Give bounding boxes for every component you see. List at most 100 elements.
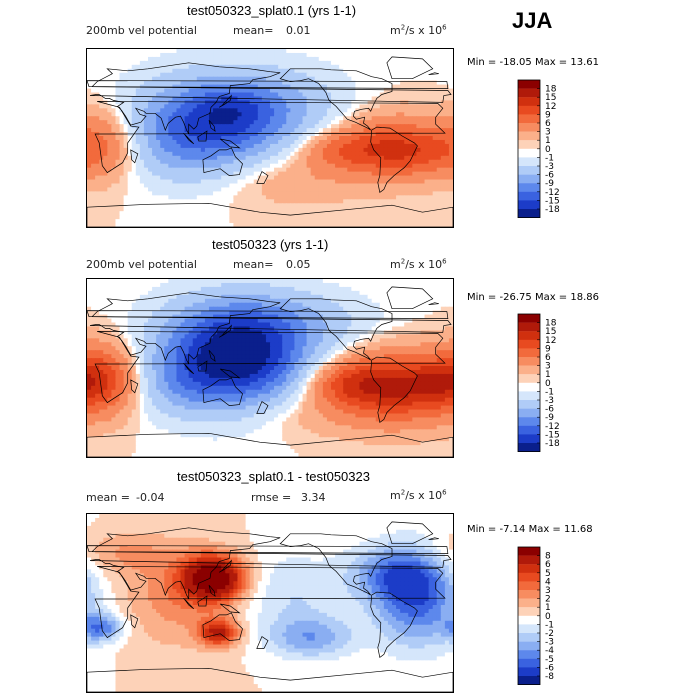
contour-cell xyxy=(432,159,438,165)
contour-cell xyxy=(383,68,389,74)
contour-cell xyxy=(245,159,251,165)
contour-cell xyxy=(270,219,275,224)
contour-cell xyxy=(359,151,365,157)
contour-cell xyxy=(428,88,434,94)
contour-cell xyxy=(265,159,271,165)
contour-cell xyxy=(135,183,141,189)
contour-cell xyxy=(204,120,210,125)
contour-cell xyxy=(111,286,117,292)
contour-cell xyxy=(107,128,112,133)
contour-cell xyxy=(286,120,291,125)
contour-cell xyxy=(367,49,373,54)
contour-cell xyxy=(188,159,194,165)
contour-cell xyxy=(331,167,336,173)
contour-cell xyxy=(412,187,417,192)
contour-cell xyxy=(428,282,434,288)
contour-cell xyxy=(237,187,243,192)
contour-cell xyxy=(436,203,442,208)
contour-cell xyxy=(290,223,295,227)
contour-cell xyxy=(408,80,413,86)
contour-cell xyxy=(444,132,450,137)
contour-cell xyxy=(294,211,300,216)
contour-cell xyxy=(176,155,182,161)
contour-cell xyxy=(367,211,373,216)
contour-cell xyxy=(274,92,279,98)
contour-cell xyxy=(387,175,393,181)
contour-cell xyxy=(331,211,336,216)
contour-cell xyxy=(318,112,324,117)
contour-cell xyxy=(176,187,182,192)
contour-cell xyxy=(404,290,409,296)
contour-cell xyxy=(351,191,356,196)
contour-cell xyxy=(335,191,340,196)
contour-cell xyxy=(143,187,149,192)
contour-cell xyxy=(107,136,112,141)
colorbar-tick-label: 6 xyxy=(545,119,551,129)
contour-cell xyxy=(351,124,356,129)
contour-cell xyxy=(278,179,283,185)
contour-cell xyxy=(396,132,401,137)
contour-cell xyxy=(371,151,377,157)
contour-cell xyxy=(225,298,230,304)
contour-cell xyxy=(148,302,153,308)
contour-cell xyxy=(188,68,194,74)
contour-cell xyxy=(343,104,348,109)
contour-cell xyxy=(286,306,291,312)
contour-cell xyxy=(314,84,320,90)
contour-cell xyxy=(245,179,251,185)
contour-cell xyxy=(156,143,161,149)
contour-cell xyxy=(428,279,434,284)
contour-cell xyxy=(274,179,279,185)
contour-cell xyxy=(107,64,112,70)
contour-cell xyxy=(322,104,328,109)
contour-cell xyxy=(448,294,453,300)
contour-cell xyxy=(253,286,259,292)
contour-cell xyxy=(310,294,316,300)
contour-cell xyxy=(225,314,230,320)
contour-cell xyxy=(331,64,336,70)
contour-cell xyxy=(326,191,332,196)
contour-cell xyxy=(347,96,352,102)
contour-cell xyxy=(143,139,149,145)
contour-cell xyxy=(428,132,434,137)
contour-cell xyxy=(261,76,267,82)
contour-cell xyxy=(115,108,121,113)
contour-cell xyxy=(404,155,409,161)
contour-cell xyxy=(428,49,434,54)
contour-cell xyxy=(87,179,92,185)
contour-cell xyxy=(420,64,426,70)
contour-cell xyxy=(176,306,182,312)
contour-cell xyxy=(107,60,112,66)
contour-cell xyxy=(318,68,324,74)
contour-cell xyxy=(192,64,198,70)
contour-cell xyxy=(204,104,210,109)
contour-cell xyxy=(245,128,251,133)
contour-cell xyxy=(440,132,446,137)
contour-cell xyxy=(143,116,149,121)
contour-cell xyxy=(331,136,336,141)
contour-cell xyxy=(278,124,283,129)
contour-cell xyxy=(139,286,145,292)
contour-cell xyxy=(428,151,434,157)
contour-cell xyxy=(261,183,267,189)
contour-cell xyxy=(436,147,442,153)
contour-cell xyxy=(424,294,430,300)
contour-cell xyxy=(448,76,453,82)
contour-cell xyxy=(204,294,210,300)
contour-cell xyxy=(184,64,190,70)
contour-cell xyxy=(379,279,385,284)
contour-cell xyxy=(383,120,389,125)
contour-cell xyxy=(241,203,247,208)
contour-cell xyxy=(249,175,255,181)
contour-cell xyxy=(261,223,267,227)
contour-cell xyxy=(412,219,417,224)
contour-cell xyxy=(326,298,332,304)
contour-cell xyxy=(107,203,112,208)
contour-cell xyxy=(298,116,304,121)
contour-cell xyxy=(396,279,401,284)
contour-cell xyxy=(339,147,344,153)
contour-cell xyxy=(448,159,453,165)
contour-cell xyxy=(111,80,117,86)
contour-cell xyxy=(412,183,417,189)
contour-cell xyxy=(363,88,369,94)
